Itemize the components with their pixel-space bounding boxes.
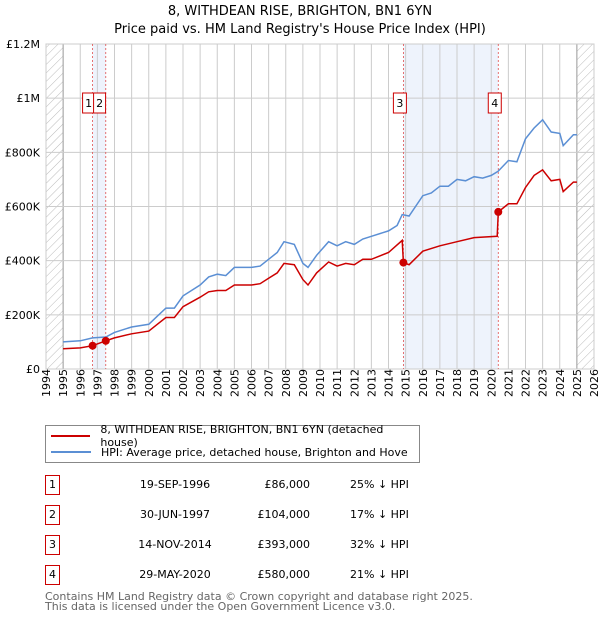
x-tick-label: 2005 xyxy=(228,369,241,397)
x-tick-label: 2008 xyxy=(280,369,293,397)
x-tick-label: 2018 xyxy=(451,369,464,397)
x-tick-label: 2010 xyxy=(314,369,327,397)
x-tick-label: 2019 xyxy=(468,369,481,397)
sale-hpi-diff: 17% ↓ HPI xyxy=(350,508,409,521)
x-tick-label: 1994 xyxy=(40,369,53,397)
sale-number-badge: 4 xyxy=(45,565,60,585)
y-tick-label: £600K xyxy=(5,201,41,214)
y-tick-label: £1M xyxy=(17,92,41,105)
x-tick-label: 2022 xyxy=(520,369,533,397)
sale-date: 29-MAY-2020 xyxy=(139,568,211,581)
x-tick-label: 1997 xyxy=(91,369,104,397)
legend-item-property: 8, WITHDEAN RISE, BRIGHTON, BN1 6YN (det… xyxy=(51,423,419,449)
x-tick-label: 1995 xyxy=(57,369,70,397)
sale-number-badge: 2 xyxy=(45,505,60,525)
sale-label: 3 xyxy=(396,97,403,110)
footer-copyright: Contains HM Land Registry data © Crown c… xyxy=(45,590,473,603)
x-tick-label: 2012 xyxy=(348,369,361,397)
chart-title: 8, WITHDEAN RISE, BRIGHTON, BN1 6YN xyxy=(167,4,433,19)
y-tick-label: £0 xyxy=(26,363,40,376)
x-tick-label: 2020 xyxy=(485,369,498,397)
x-tick-label: 2021 xyxy=(502,369,515,397)
property-price-line xyxy=(63,168,577,350)
x-tick-label: 2000 xyxy=(143,369,156,397)
legend-swatch-hpi xyxy=(51,451,91,453)
x-tick-label: 2015 xyxy=(400,369,413,397)
y-tick-label: £200K xyxy=(5,309,41,322)
y-tick-label: £400K xyxy=(5,255,41,268)
x-tick-label: 1998 xyxy=(109,369,122,397)
x-tick-label: 2003 xyxy=(194,369,207,397)
x-tick-label: 2007 xyxy=(263,369,276,397)
table-row: 1 19-SEP-1996 £86,000 25% ↓ HPI xyxy=(45,475,445,495)
sale-point xyxy=(101,336,110,345)
chart-subtitle: Price paid vs. HM Land Registry's House … xyxy=(114,22,486,37)
sale-price: £580,000 xyxy=(257,568,311,581)
hpi-line xyxy=(63,118,577,343)
sale-number-badge: 1 xyxy=(45,475,60,495)
sale-date: 19-SEP-1996 xyxy=(139,478,211,491)
x-tick-label: 2014 xyxy=(383,369,396,397)
x-tick-label: 2001 xyxy=(160,369,173,397)
y-tick-label: £1.2M xyxy=(6,38,40,51)
sale-date: 14-NOV-2014 xyxy=(138,538,212,551)
price-chart: 1994 1995 1996 1997 1998 1999 2000 2001 2002 2003… xyxy=(5,38,600,397)
x-tick-label: 2011 xyxy=(331,369,344,397)
x-tick-label: 2016 xyxy=(417,369,430,397)
sale-price: £393,000 xyxy=(257,538,311,551)
sale-hpi-diff: 32% ↓ HPI xyxy=(350,538,409,551)
sale-label-box xyxy=(392,92,407,114)
sale-label-box xyxy=(487,92,502,114)
sale-label: 2 xyxy=(96,97,103,110)
sale-label: 1 xyxy=(85,97,92,110)
x-tick-label: 2025 xyxy=(571,369,584,397)
x-tick-label: 2009 xyxy=(297,369,310,397)
sale-point xyxy=(494,207,503,216)
y-tick-label: £800K xyxy=(5,146,41,159)
table-row: 2 30-JUN-1997 £104,000 17% ↓ HPI xyxy=(45,505,445,525)
table-row: 4 29-MAY-2020 £580,000 21% ↓ HPI xyxy=(45,565,445,585)
plot-frame xyxy=(45,43,595,370)
x-tick-label: 2024 xyxy=(554,369,567,397)
legend: 8, WITHDEAN RISE, BRIGHTON, BN1 6YN (det… xyxy=(45,423,420,463)
sale-price: £104,000 xyxy=(257,508,311,521)
x-tick-label: 2006 xyxy=(246,369,259,397)
x-tick-label: 2013 xyxy=(365,369,378,397)
legend-label-hpi: HPI: Average price, detached house, Brig… xyxy=(101,445,408,459)
sale-number-badge: 3 xyxy=(45,535,60,555)
legend-item-hpi: HPI: Average price, detached house, Brig… xyxy=(51,444,408,460)
x-tick-label: 1999 xyxy=(126,369,139,397)
x-tick-label: 1996 xyxy=(74,369,87,397)
table-row: 3 14-NOV-2014 £393,000 32% ↓ HPI xyxy=(45,535,445,555)
legend-label-property: 8, WITHDEAN RISE, BRIGHTON, BN1 6YN (det… xyxy=(100,423,384,449)
x-tick-label: 2023 xyxy=(537,369,550,397)
sale-date: 30-JUN-1997 xyxy=(139,508,211,521)
sale-point xyxy=(88,341,97,350)
legend-swatch-property xyxy=(51,435,91,437)
footer-licence: This data is licensed under the Open Gov… xyxy=(45,600,396,613)
sale-label: 4 xyxy=(491,97,498,110)
x-tick-label: 2017 xyxy=(434,369,447,397)
sale-label-box xyxy=(93,92,107,114)
sale-hpi-diff: 21% ↓ HPI xyxy=(350,568,409,581)
sale-point xyxy=(399,258,408,267)
sale-price: £86,000 xyxy=(264,478,311,491)
sale-hpi-diff: 25% ↓ HPI xyxy=(350,478,409,491)
x-tick-label: 2004 xyxy=(211,369,224,397)
x-tick-label: 2002 xyxy=(177,369,190,397)
x-tick-label: 2026 xyxy=(588,369,600,397)
